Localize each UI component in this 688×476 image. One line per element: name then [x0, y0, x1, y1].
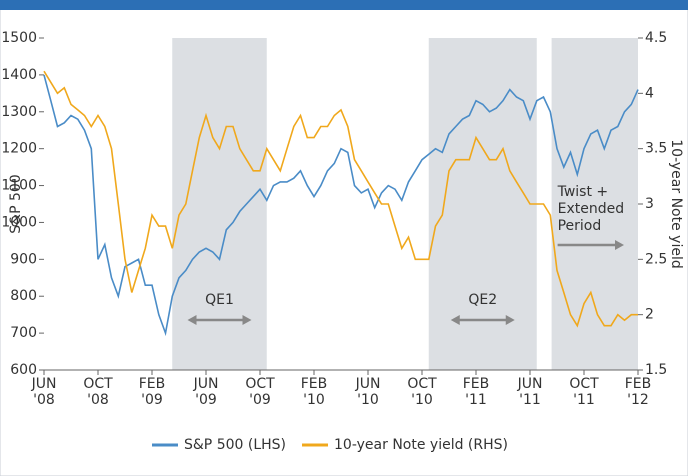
x-tick-label: FEB '11 — [463, 376, 490, 408]
x-tick-label: JUN '08 — [31, 376, 57, 408]
y2-tick-label: 3.5 — [645, 141, 667, 157]
y-tick-label: 1100 — [1, 178, 37, 194]
y-tick-label: 900 — [10, 251, 37, 267]
arrow-head — [242, 315, 252, 325]
x-tick-label: FEB '10 — [301, 376, 328, 408]
x-tick-label: JUN '09 — [193, 376, 219, 408]
top-band — [0, 0, 688, 10]
y-tick-label: 1000 — [1, 214, 37, 230]
series-line — [43, 74, 639, 337]
x-tick-label: OCT '10 — [407, 376, 437, 408]
shaded-region — [428, 38, 537, 370]
x-tick-label: OCT '08 — [83, 376, 113, 408]
arrow-head — [187, 315, 197, 325]
shaded-region — [172, 38, 267, 370]
y-tick-label: 600 — [10, 362, 37, 378]
series-line — [43, 70, 638, 328]
shaded-region — [551, 38, 638, 370]
region-label: Twist + — [557, 184, 609, 200]
x-tick-label: OCT '11 — [569, 376, 599, 408]
y-tick-label: 1300 — [1, 104, 37, 120]
y-tick-label: 1200 — [1, 141, 37, 157]
arrow-head — [505, 315, 515, 325]
y2-tick-label: 1.5 — [645, 362, 667, 378]
x-tick-label: OCT '09 — [245, 376, 275, 408]
axes: 600 700 800 900 1000 1100 1200 1300 1400 1500 1.5 2… — [1, 30, 667, 408]
y2-tick-label: 4 — [645, 85, 654, 101]
region-label: QE1 — [205, 292, 234, 308]
arrow-head — [615, 240, 624, 250]
y-tick-label: 800 — [10, 288, 37, 304]
y2-tick-label: 2 — [645, 307, 654, 323]
y-tick-label: 700 — [10, 325, 37, 341]
y-tick-label: 1500 — [1, 30, 37, 46]
x-tick-label: JUN '11 — [517, 376, 543, 408]
region-label: Period — [558, 218, 602, 234]
legend: S&P 500 (LHS) 10-year Note yield (RHS) — [152, 437, 508, 453]
x-tick-label: JUN '10 — [355, 376, 381, 408]
legend-label: 10-year Note yield (RHS) — [334, 437, 508, 453]
y2-tick-label: 2.5 — [645, 251, 667, 267]
legend-label: S&P 500 (LHS) — [184, 437, 286, 453]
arrow-head — [450, 315, 460, 325]
y-axis-title: S&P 500 — [8, 174, 24, 233]
y2-tick-label: 3 — [645, 196, 654, 212]
region-label: Extended — [558, 201, 625, 217]
y-tick-label: 1400 — [1, 67, 37, 83]
x-tick-label: FEB '12 — [625, 376, 652, 408]
region-label: QE2 — [468, 292, 497, 308]
x-tick-label: FEB '09 — [139, 376, 166, 408]
lines — [43, 70, 639, 337]
y2-axis-title: 10-year Note yield — [668, 139, 684, 268]
y2-tick-label: 4.5 — [645, 30, 667, 46]
